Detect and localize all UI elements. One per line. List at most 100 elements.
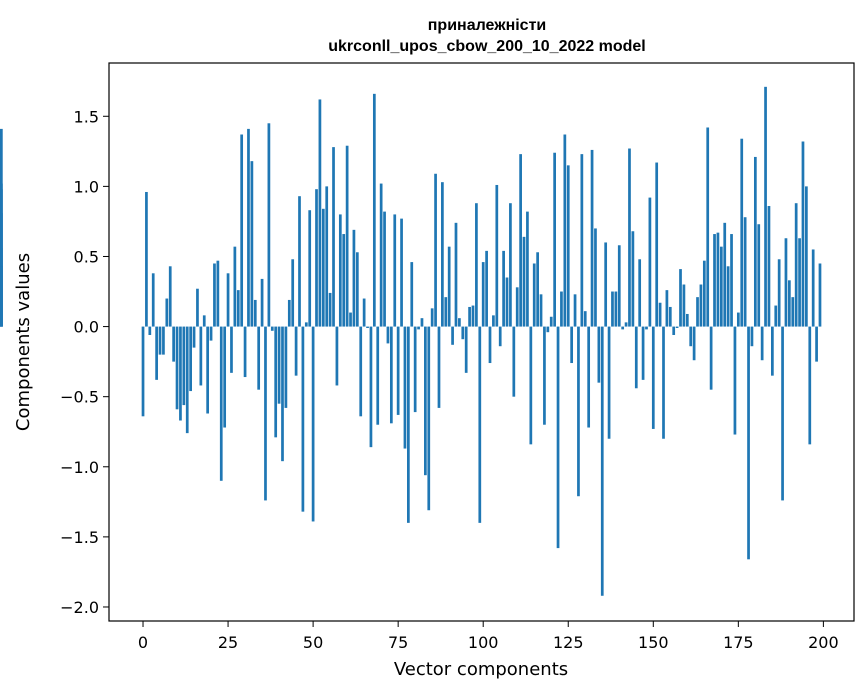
bar-component-123 [560, 291, 563, 327]
bar-component-107 [505, 277, 509, 327]
bar-component-167 [709, 326, 713, 390]
bar-component-131 [587, 326, 591, 428]
bar-component-153 [662, 326, 665, 439]
bar-component-183 [764, 86, 767, 327]
bar-component-128 [577, 326, 580, 497]
bar-component-106 [502, 250, 505, 327]
bar-component-119 [546, 326, 550, 333]
bar-component-163 [696, 297, 699, 327]
bar-component-118 [543, 326, 546, 425]
bar-component-141 [621, 326, 625, 330]
bar-component-2 [148, 326, 152, 335]
bar-component-undefined [0, 128, 3, 327]
x-tick-label: 150 [638, 633, 669, 652]
bar-component-136 [604, 242, 608, 327]
bar-component-33 [253, 299, 257, 327]
bar-component-70 [379, 183, 383, 327]
x-axis-ticks: 0 25 50 75 100 125 150 175 200 [138, 621, 839, 652]
bar-component-64 [359, 326, 363, 417]
bar-component-172 [726, 266, 730, 327]
bar-component-122 [556, 326, 560, 549]
chart-title-line-2: ukrconll_upos_cbow_200_10_2022 model [328, 38, 645, 55]
bar-component-79 [410, 262, 414, 327]
bar-component-149 [648, 197, 652, 327]
bar-component-35 [260, 278, 264, 327]
bar-component-168 [713, 234, 716, 327]
bar-component-74 [393, 214, 397, 327]
bar-component-82 [420, 318, 424, 327]
bar-component-13 [185, 326, 189, 434]
bar-component-66 [366, 326, 369, 328]
bar-component-100 [481, 262, 485, 327]
bar-component-185 [771, 326, 774, 376]
bar-component-45 [294, 326, 298, 376]
bar-component-154 [665, 290, 669, 327]
bar-component-undefined [0, 266, 3, 327]
bar-component-194 [801, 141, 805, 327]
y-tick-label: 0.5 [74, 247, 99, 266]
bar-component-71 [383, 211, 386, 327]
bar-component-46 [298, 196, 301, 327]
bar-component-69 [376, 326, 380, 425]
bar-component-199 [818, 263, 822, 327]
bar-component-61 [349, 312, 352, 327]
bar-component-84 [427, 326, 431, 511]
bar-component-152 [658, 302, 662, 327]
bar-component-34 [257, 326, 261, 390]
x-tick-label: 0 [138, 633, 148, 652]
bar-component-113 [526, 211, 529, 327]
bar-component-56 [332, 147, 335, 327]
bar-component-189 [784, 238, 788, 327]
bar-component-184 [767, 206, 771, 327]
bar-component-49 [308, 210, 312, 327]
bar-component-158 [679, 269, 682, 327]
bar-component-170 [719, 246, 723, 327]
bar-component-155 [668, 306, 672, 327]
bar-component-16 [196, 288, 199, 327]
bar-component-97 [471, 305, 475, 327]
bar-component-86 [434, 173, 437, 327]
bar-component-159 [682, 284, 686, 327]
bar-component-108 [509, 203, 512, 327]
bar-component-169 [716, 232, 720, 327]
bar-component-179 [750, 326, 754, 347]
x-tick-label: 200 [808, 633, 839, 652]
bar-component-191 [791, 297, 795, 327]
bar-component-120 [549, 316, 553, 327]
x-tick-label: 125 [553, 633, 584, 652]
bar-component-166 [706, 127, 710, 327]
bar-component-54 [325, 186, 329, 327]
bar-component-1 [145, 191, 148, 327]
bar-component-59 [342, 234, 346, 327]
bar-component-137 [607, 326, 611, 439]
x-tick-label: 50 [303, 633, 323, 652]
bar-component-190 [788, 280, 791, 327]
bar-component-173 [730, 234, 733, 327]
bar-component-195 [805, 186, 808, 327]
bar-component-24 [223, 326, 227, 428]
bar-component-99 [478, 326, 482, 523]
bar-component-36 [264, 326, 267, 501]
bar-component-50 [311, 326, 315, 522]
bar-component-17 [199, 326, 203, 386]
bar-component-134 [597, 326, 601, 383]
bar-component-44 [291, 259, 295, 327]
x-axis-label: Vector components [394, 659, 568, 680]
bar-component-150 [651, 326, 655, 429]
bar-component-72 [386, 326, 390, 344]
bar-component-6 [162, 326, 165, 355]
x-tick-label: 100 [468, 633, 499, 652]
bar-component-91 [451, 326, 454, 345]
bar-component-10 [175, 326, 179, 410]
bar-component-176 [740, 138, 744, 327]
bar-component-87 [437, 326, 441, 408]
bar-component-101 [485, 250, 488, 327]
bar-component-81 [417, 326, 420, 330]
bar-component-142 [624, 322, 628, 327]
bar-component-197 [811, 249, 815, 327]
y-tick-label: 1.0 [74, 177, 99, 196]
bar-component-151 [655, 162, 659, 327]
y-tick-label: 1.5 [74, 107, 99, 126]
bar-component-130 [583, 311, 587, 327]
